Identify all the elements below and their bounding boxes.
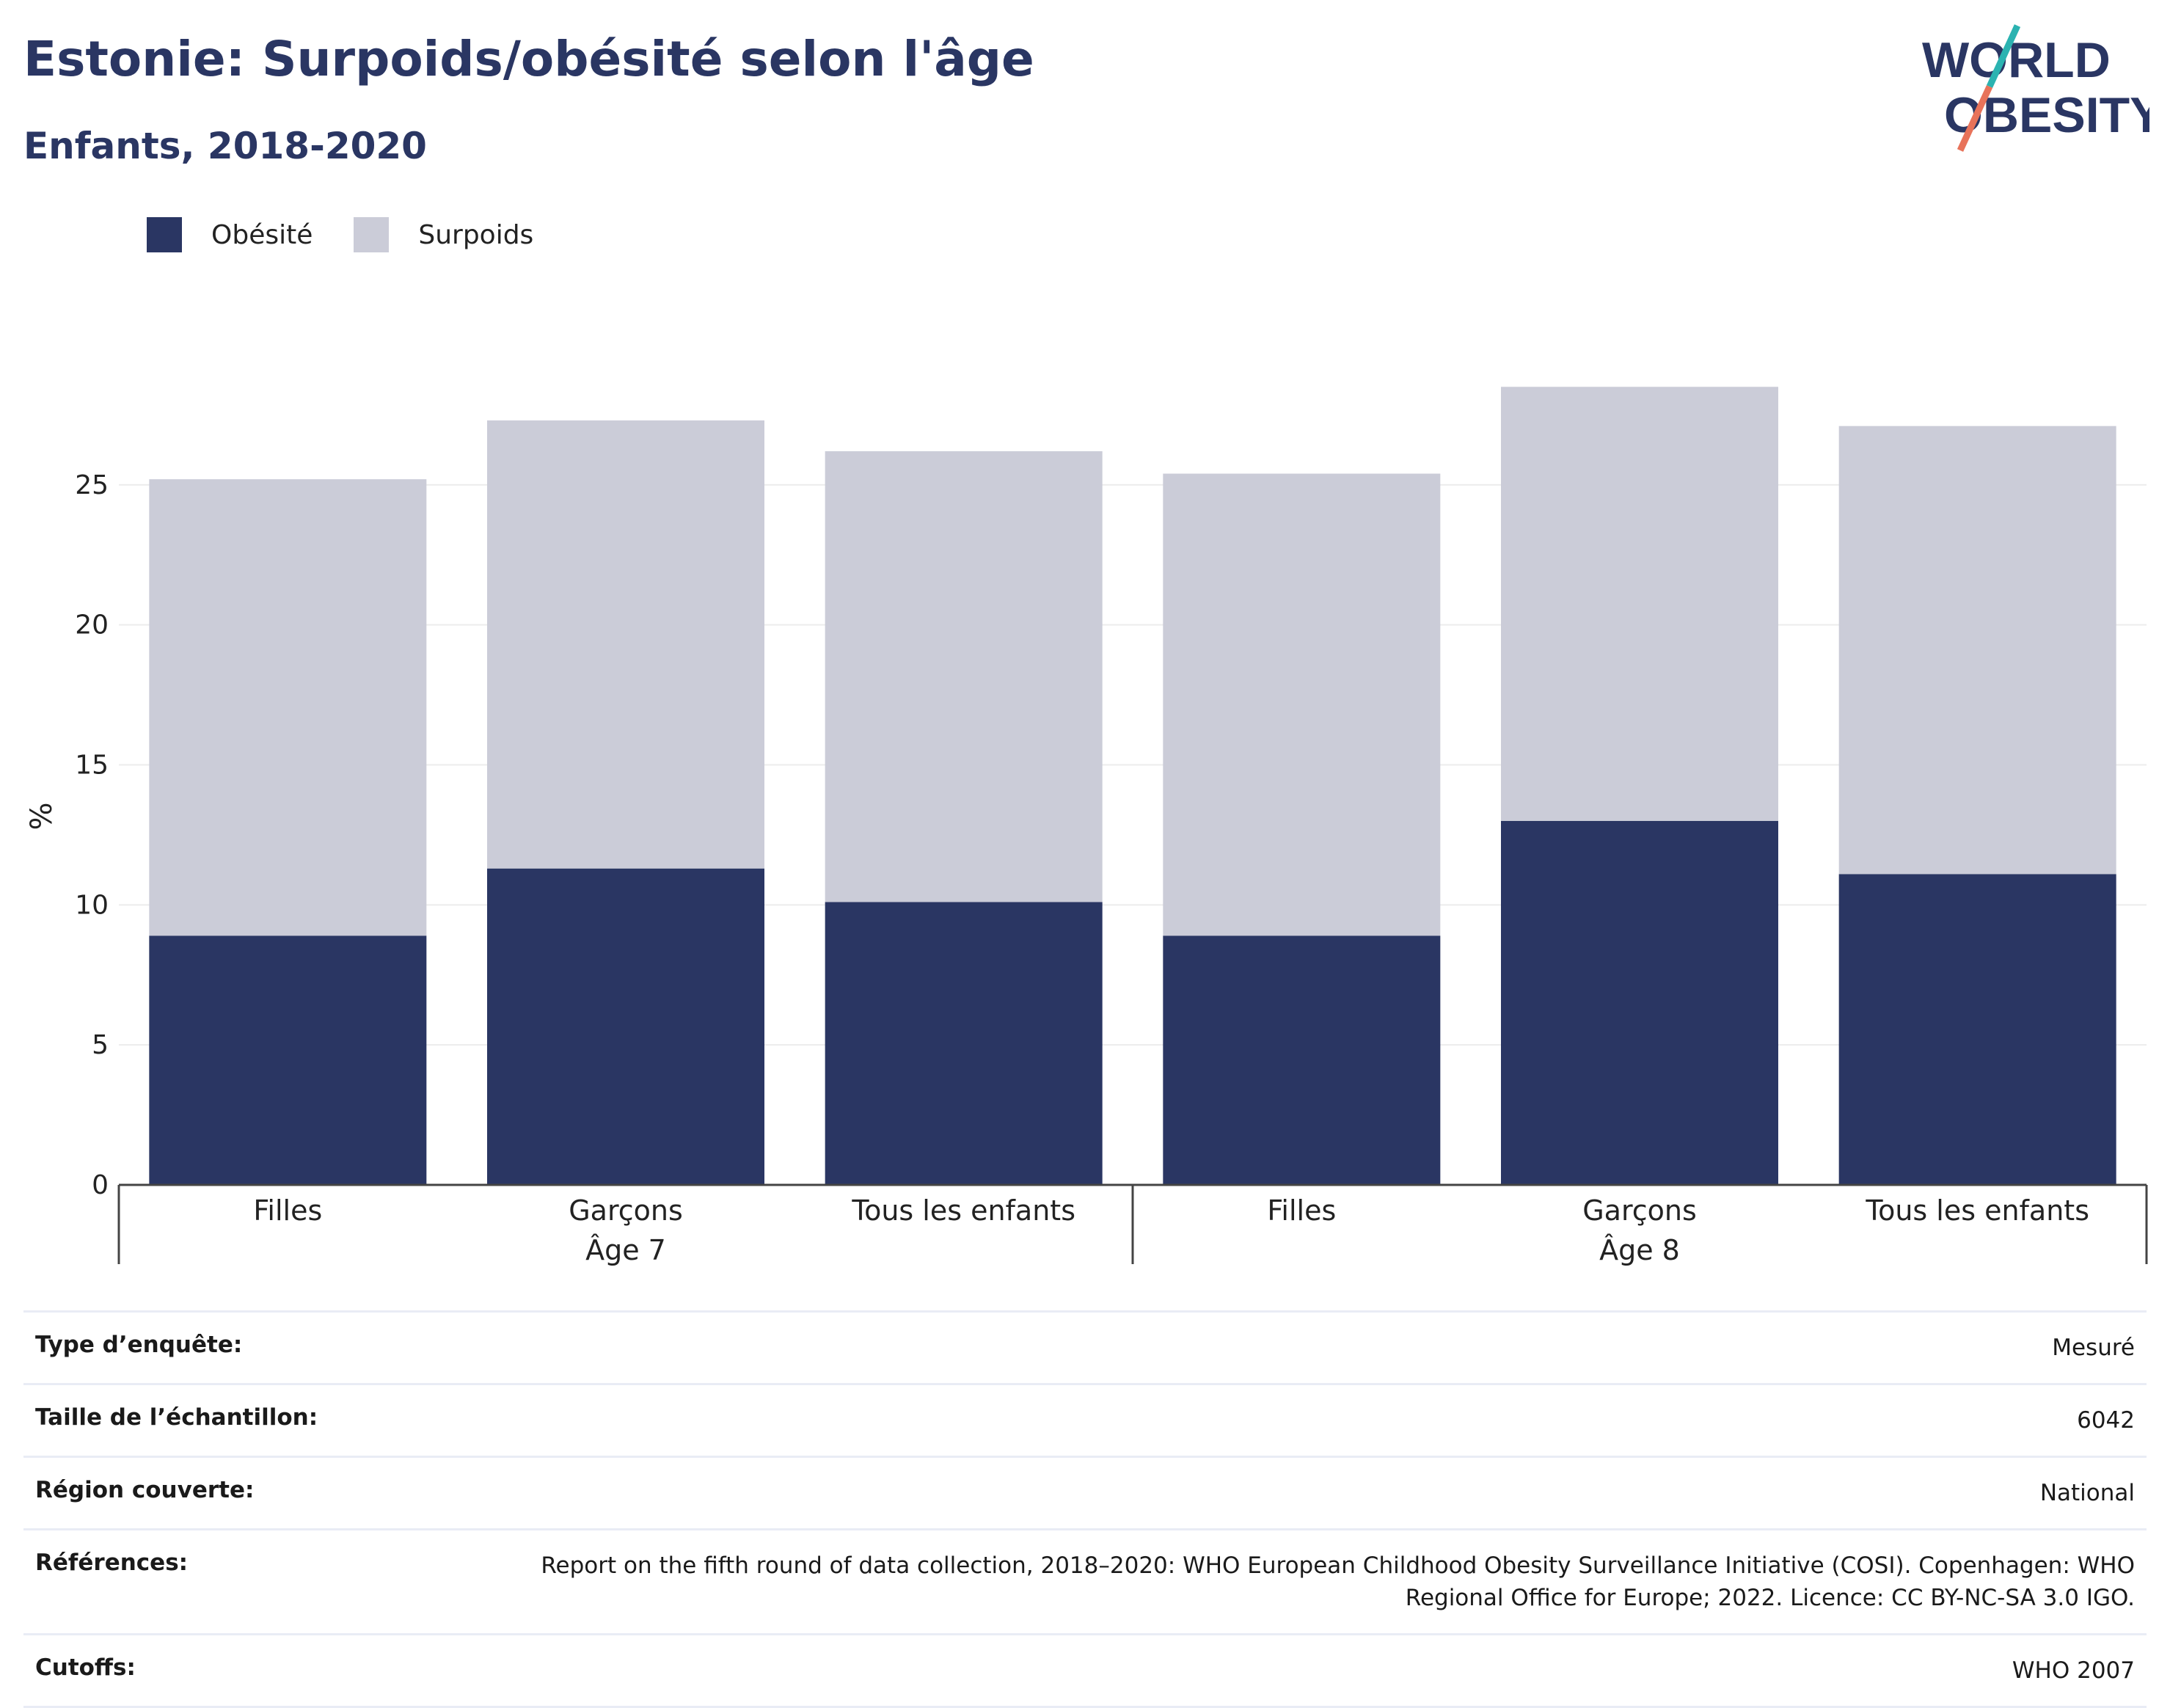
x-category-label: Tous les enfants [851, 1194, 1075, 1227]
meta-value: Report on the fifth round of data collec… [541, 1552, 2135, 1611]
x-category-label: Garçons [1582, 1194, 1697, 1227]
legend: Obésité Surpoids [147, 217, 574, 252]
chart-title: Estonie: Surpoids/obésité selon l'âge [23, 31, 1034, 87]
meta-row-region: Région couverte: National [23, 1456, 2147, 1528]
y-tick-label: 20 [75, 610, 109, 640]
bar-overweight [1838, 426, 2116, 875]
y-tick-label: 5 [92, 1030, 109, 1060]
y-tick-label: 0 [92, 1170, 109, 1200]
meta-label: Références: [35, 1550, 189, 1576]
bar-obesity [1838, 874, 2116, 1185]
legend-label-obesity: Obésité [211, 219, 313, 250]
x-group-label: Âge 8 [1599, 1234, 1680, 1266]
meta-value: Mesuré [2052, 1335, 2135, 1361]
bar-obesity [1163, 935, 1441, 1185]
logo-line1: WORLD [1922, 32, 2111, 88]
logo-coral-slash [1957, 85, 1993, 152]
bar-obesity [1501, 820, 1778, 1185]
x-category-label: Filles [253, 1194, 322, 1227]
bar-overweight [487, 420, 764, 869]
meta-label: Type d’enquête: [35, 1332, 243, 1358]
bar-overweight [825, 451, 1103, 902]
y-tick-label: 25 [75, 470, 109, 500]
legend-item-obesity[interactable]: Obésité [147, 217, 313, 252]
meta-value: National [2039, 1480, 2135, 1506]
meta-row-survey-type: Type d’enquête: Mesuré [23, 1310, 2147, 1383]
bar-chart: 0 5 10 15 20 25% Filles Garçons Tous les enfants… [25, 387, 2148, 1266]
world-obesity-logo: WORLD OBESITY [1922, 24, 2149, 152]
legend-label-overweight: Surpoids [418, 219, 534, 250]
meta-row-references: Références: Report on the fifth round of… [23, 1528, 2147, 1633]
bar-overweight [1501, 387, 1778, 821]
bar-overweight [1163, 473, 1441, 936]
bar-obesity [487, 868, 764, 1185]
meta-value: WHO 2007 [2012, 1657, 2135, 1684]
x-category-label: Filles [1267, 1194, 1336, 1227]
logo-teal-slash [1986, 24, 2021, 88]
bar-obesity [149, 935, 427, 1185]
x-category-label: Garçons [569, 1194, 683, 1227]
legend-swatch-obesity [147, 217, 182, 252]
survey-info-table: Type d’enquête: Mesuré Taille de l’échan… [23, 1310, 2147, 1708]
meta-label: Région couverte: [35, 1477, 255, 1503]
meta-row-sample-size: Taille de l’échantillon: 6042 [23, 1383, 2147, 1456]
x-category-label: Tous les enfants [1865, 1194, 2089, 1227]
meta-row-cutoffs: Cutoffs: WHO 2007 [23, 1633, 2147, 1708]
x-group-label: Âge 7 [585, 1234, 666, 1266]
meta-label: Taille de l’échantillon: [35, 1404, 318, 1431]
y-tick-label: 15 [75, 751, 109, 781]
chart-subtitle: Enfants, 2018-2020 [23, 125, 427, 167]
y-axis-label: % [25, 802, 59, 830]
bar-overweight [149, 479, 427, 936]
legend-item-overweight[interactable]: Surpoids [354, 217, 533, 252]
meta-value: 6042 [2077, 1407, 2135, 1434]
meta-label: Cutoffs: [35, 1654, 136, 1681]
bar-obesity [825, 902, 1103, 1185]
y-tick-label: 10 [75, 890, 109, 920]
legend-swatch-overweight [354, 217, 390, 252]
